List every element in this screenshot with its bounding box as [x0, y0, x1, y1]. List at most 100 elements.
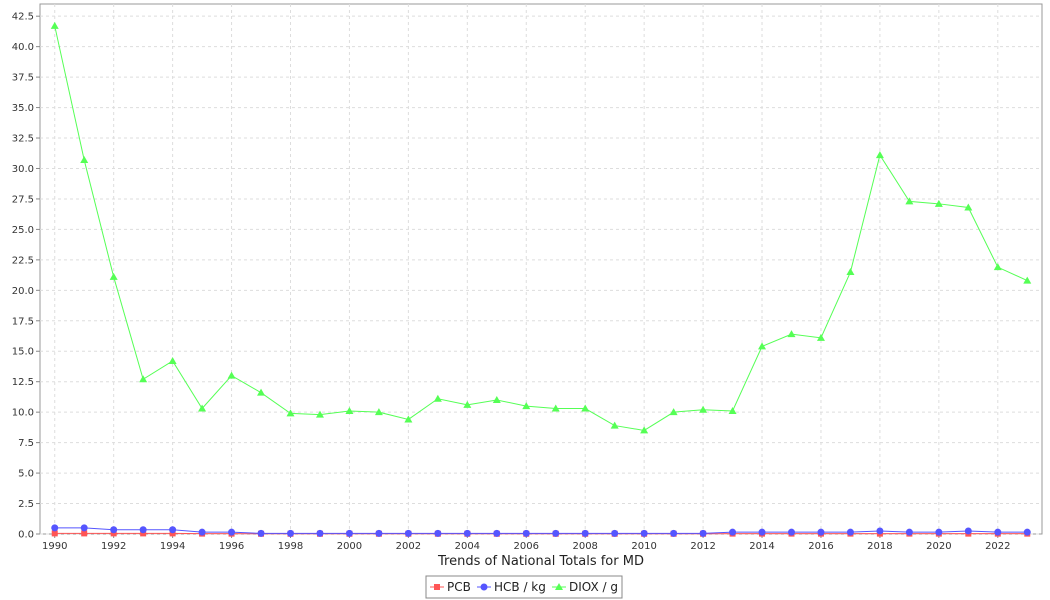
x-tick-label: 2008: [572, 541, 597, 552]
data-point: [257, 388, 266, 396]
x-axis-label: Trends of National Totals for MD: [437, 554, 644, 569]
data-point: [345, 406, 354, 414]
y-tick-label: 22.5: [12, 255, 34, 266]
data-point: [110, 526, 118, 534]
series-line-diox-g: [54, 25, 1028, 431]
data-point: [846, 268, 855, 276]
x-axis-ticks: 1990 1992 1994 1996 1998 2000 2002 2004 2006 2008…: [42, 534, 1011, 552]
data-point: [257, 529, 265, 537]
data-point: [551, 404, 560, 412]
data-point: [110, 530, 117, 537]
data-point: [640, 426, 649, 434]
legend: PCB HCB / kg DIOX / g: [425, 575, 623, 599]
series-hcb-kg: [51, 524, 1031, 537]
plot-area: [39, 3, 1043, 535]
y-tick-label: 27.5: [12, 194, 34, 205]
x-tick-label: 1992: [101, 541, 126, 552]
legend-marker-square: [434, 584, 440, 590]
data-point: [434, 529, 442, 537]
y-tick-label: 15.0: [12, 347, 34, 358]
legend-box: [425, 575, 623, 599]
data-point: [787, 330, 796, 338]
data-point: [169, 530, 176, 537]
x-tick-label: 2004: [455, 541, 480, 552]
x-tick-label: 2022: [985, 541, 1010, 552]
legend-item-hcb: HCB / kg: [477, 580, 546, 594]
data-point: [581, 404, 590, 412]
legend-label-hcb: HCB / kg: [494, 580, 546, 594]
legend-label-diox: DIOX / g: [569, 580, 618, 594]
x-tick-label: 2014: [749, 541, 774, 552]
data-point: [581, 529, 589, 537]
data-point: [463, 400, 472, 408]
data-point: [140, 530, 147, 537]
y-tick-label: 7.5: [18, 438, 34, 449]
data-point: [758, 528, 766, 536]
x-tick-label: 2018: [867, 541, 892, 552]
legend-item-diox: DIOX / g: [552, 580, 618, 594]
data-point: [51, 530, 58, 537]
data-point: [287, 529, 294, 537]
y-tick-label: 42.5: [12, 12, 34, 23]
data-point: [875, 151, 884, 159]
x-tick-label: 1996: [219, 541, 244, 552]
y-tick-label: 10.0: [12, 408, 34, 419]
data-point: [1023, 528, 1031, 536]
data-point: [669, 408, 678, 416]
x-tick-label: 2002: [396, 541, 421, 552]
data-point: [522, 402, 531, 410]
data-point: [610, 421, 619, 429]
x-tick-label: 1990: [42, 541, 67, 552]
y-tick-label: 12.5: [12, 377, 34, 388]
legend-item-pcb: PCB: [430, 580, 471, 594]
data-point: [1023, 276, 1032, 284]
data-point: [109, 272, 118, 280]
data-point: [168, 356, 177, 364]
x-tick-label: 2012: [690, 541, 715, 552]
data-point: [404, 529, 412, 537]
data-point: [50, 21, 59, 29]
data-point: [80, 155, 89, 163]
y-tick-label: 35.0: [12, 103, 34, 114]
data-point: [934, 199, 943, 207]
x-tick-label: 1994: [160, 541, 185, 552]
data-point: [345, 529, 353, 537]
data-point: [552, 529, 560, 537]
x-tick-label: 2010: [631, 541, 656, 552]
series-line-hcb-kg: [54, 527, 1028, 534]
data-point: [228, 528, 236, 536]
data-point: [876, 527, 884, 535]
data-point: [788, 528, 795, 536]
legend-label-pcb: PCB: [447, 580, 471, 594]
data-point: [640, 529, 648, 537]
data-point: [670, 529, 678, 537]
data-point: [139, 526, 147, 534]
data-point: [139, 375, 148, 383]
data-point: [51, 524, 59, 532]
data-point: [80, 524, 88, 532]
x-tick-label: 2006: [514, 541, 539, 552]
data-point: [816, 333, 825, 341]
legend-marker-triangle: [555, 583, 563, 590]
data-point: [994, 528, 1002, 536]
y-tick-label: 0.0: [18, 530, 34, 541]
data-point: [964, 203, 973, 211]
x-tick-label: 2000: [337, 541, 362, 552]
legend-marker-circle: [480, 583, 488, 591]
series-group: [50, 21, 1032, 537]
data-point: [758, 342, 767, 350]
data-point: [316, 529, 324, 537]
data-point: [728, 406, 737, 414]
data-point: [611, 529, 619, 537]
data-point: [817, 528, 825, 536]
y-tick-label: 32.5: [12, 134, 34, 145]
data-point: [169, 526, 177, 534]
data-point: [198, 528, 206, 536]
data-point: [227, 371, 236, 379]
data-point: [375, 529, 383, 537]
y-tick-label: 40.0: [12, 42, 34, 53]
data-point: [463, 529, 471, 537]
data-point: [522, 529, 530, 537]
data-point: [846, 528, 854, 536]
